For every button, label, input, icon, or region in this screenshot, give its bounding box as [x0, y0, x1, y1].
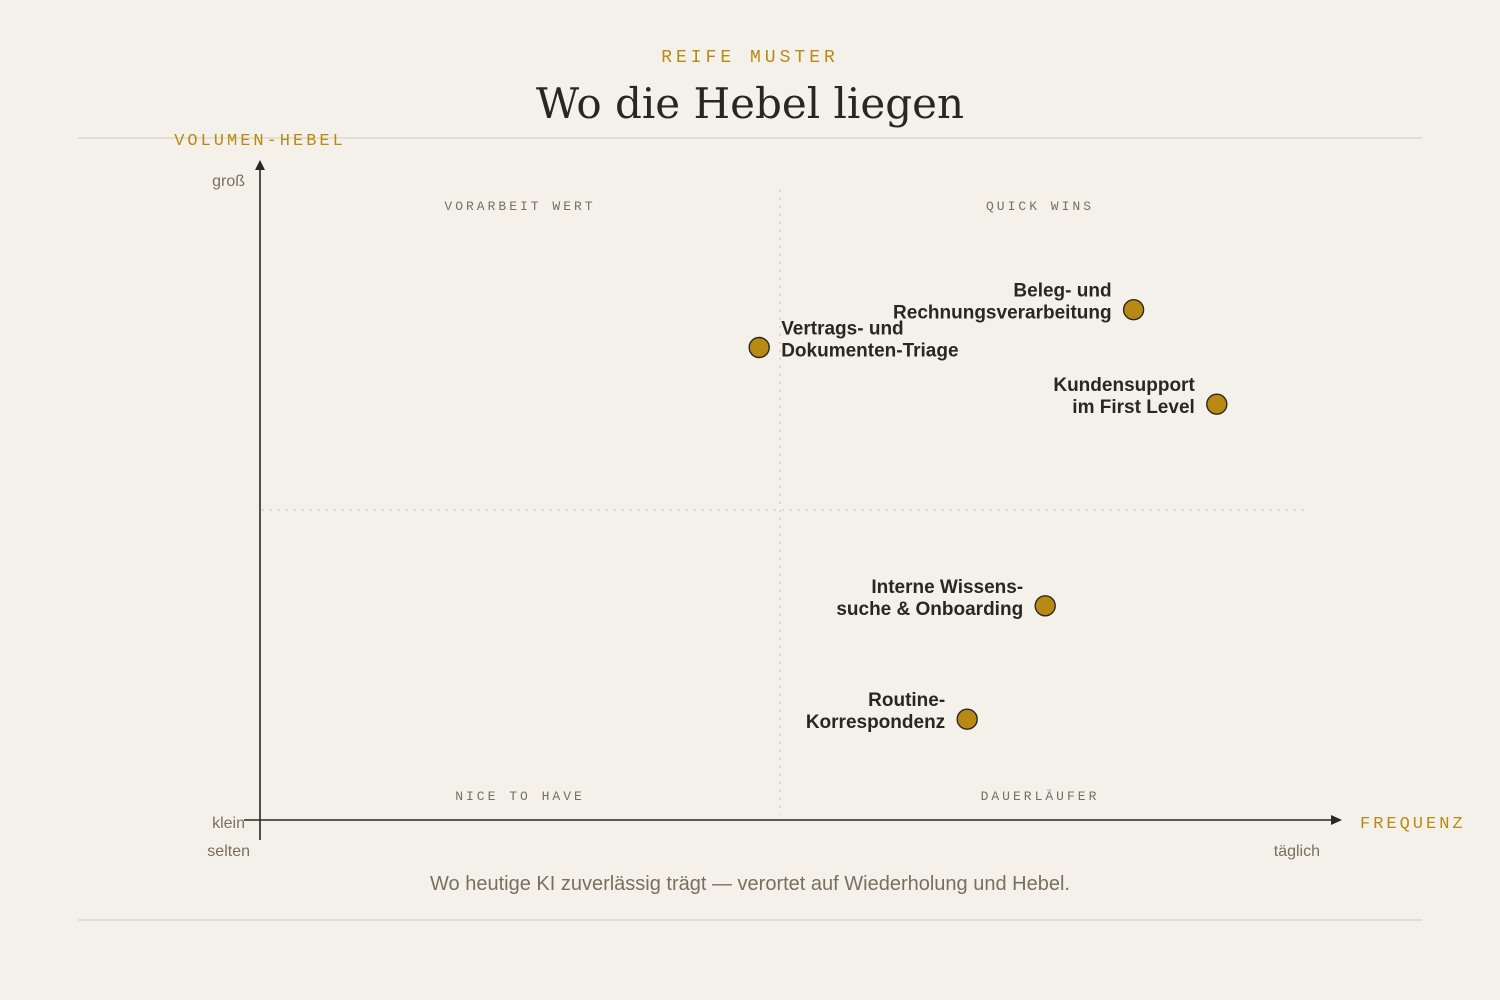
data-point-marker: [1034, 595, 1056, 617]
y-axis-label: VOLUMEN-HEBEL: [174, 132, 346, 151]
page-title: Wo die Hebel liegen: [536, 79, 964, 128]
data-point-label: Interne Wissens-suche & Onboarding: [836, 577, 1023, 620]
data-point: Interne Wissens-suche & Onboarding: [836, 577, 1056, 620]
chart-caption: Wo heutige KI zuverlässig trägt — verort…: [430, 873, 1070, 895]
y-tick-min: klein: [212, 815, 245, 832]
data-point-label-line: Rechnungsverarbeitung: [893, 303, 1112, 324]
data-point-label: Kundensupport im First Level: [1053, 375, 1195, 418]
data-point-label-line: Dokumenten-Triage: [781, 341, 958, 362]
data-point: Routine-Korrespondenz: [806, 690, 978, 733]
x-axis-arrow-icon: [1331, 815, 1342, 825]
data-point-label-line: suche & Onboarding: [836, 599, 1023, 620]
quadrant-label-top-right: QUICK WINS: [986, 199, 1094, 214]
data-point: Beleg- und Rechnungsverarbeitung: [893, 281, 1145, 324]
data-point-marker: [1206, 393, 1228, 415]
data-point: Vertrags- und Dokumenten-Triage: [748, 319, 959, 362]
data-point-label-line: Vertrags- und: [781, 319, 903, 340]
data-point-label: Beleg- und Rechnungsverarbeitung: [893, 281, 1112, 324]
data-point-label-line: Interne Wissens-: [871, 577, 1023, 598]
x-tick-min: selten: [207, 843, 250, 860]
data-point-label-line: Korrespondenz: [806, 712, 945, 733]
data-points: Beleg- und RechnungsverarbeitungVertrags-…: [748, 281, 1228, 733]
quadrant-label-bottom-right: DAUERLÄUFER: [981, 789, 1100, 804]
data-point-marker: [1122, 299, 1145, 321]
quadrant-label-top-left: VORARBEIT WERT: [444, 199, 595, 214]
data-point-marker: [748, 336, 770, 359]
data-point-label-line: Routine-: [868, 690, 945, 711]
data-point-label-line: Beleg- und: [1013, 281, 1111, 302]
x-tick-max: täglich: [1274, 843, 1320, 860]
y-tick-max: groß: [212, 173, 245, 190]
data-point-label: Routine-Korrespondenz: [806, 690, 945, 733]
data-point-label: Vertrags- und Dokumenten-Triage: [781, 319, 958, 362]
data-point-label-line: Kundensupport: [1053, 375, 1195, 396]
data-point-marker: [956, 708, 978, 730]
data-point: Kundensupport im First Level: [1053, 375, 1228, 418]
x-axis-label: FREQUENZ: [1360, 815, 1466, 834]
y-axis-arrow-icon: [255, 160, 265, 170]
eyebrow-label: REIFE MUSTER: [661, 48, 839, 68]
data-point-label-line: im First Level: [1072, 397, 1195, 418]
quadrant-label-bottom-left: NICE TO HAVE: [455, 789, 585, 804]
